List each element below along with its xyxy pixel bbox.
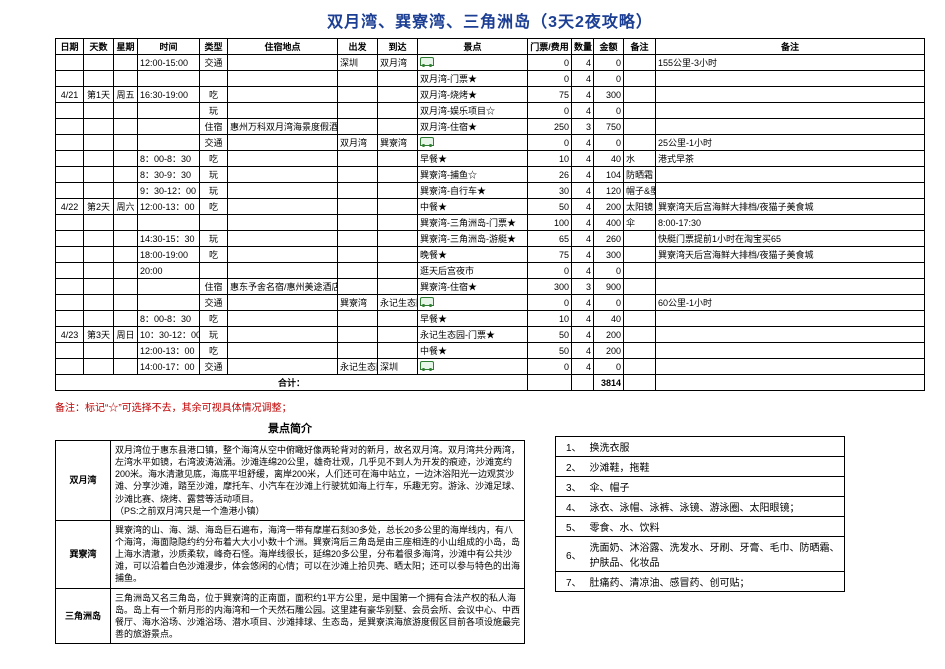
table-row: 住宿惠东予舍名宿/惠州美途酒店巽寮湾-住宿★3003900 <box>56 279 925 295</box>
table-row: 8：30-9：30玩巽寮湾-捕鱼☆264104防晒霜 <box>56 167 925 183</box>
intro-desc: 巽寮湾的山、海、湖、海岛巨石遍布，海湾一带有摩崖石刻30多处，总长20多公里的海… <box>111 520 525 588</box>
col-header: 时间 <box>138 39 200 55</box>
total-amount: 3814 <box>594 375 624 391</box>
table-row: 20:00逛天后宫夜市040 <box>56 263 925 279</box>
col-header: 星期 <box>114 39 138 55</box>
bus-icon <box>420 137 434 146</box>
table-row: 双月湾-门票★040 <box>56 71 925 87</box>
col-header: 出发 <box>338 39 378 55</box>
col-header: 备注 <box>656 39 925 55</box>
col-header: 金额 <box>594 39 624 55</box>
table-row: 8：00-8：30吃早餐★10440水港式早茶 <box>56 151 925 167</box>
col-header: 天数 <box>84 39 114 55</box>
table-row: 住宿惠州万科双月湾海景度假酒店双月湾-住宿★2503750 <box>56 119 925 135</box>
list-item: 6、洗面奶、沐浴露、洗发水、牙刷、牙膏、毛巾、防晒霜、护肤品、化妆品 <box>556 537 845 572</box>
page-title: 双月湾、巽寮湾、三角洲岛（3天2夜攻略） <box>55 8 925 32</box>
itinerary-table: 日期天数星期时间类型住宿地点出发到达景点门票/费用数量金额备注备注 12:00-… <box>55 38 925 391</box>
col-header: 备注 <box>624 39 656 55</box>
table-row: 交通巽寮湾永记生态园04060公里-1小时 <box>56 295 925 311</box>
col-header: 到达 <box>378 39 418 55</box>
intro-title: 景点简介 <box>55 420 525 436</box>
table-row: 交通双月湾巽寮湾04025公里-1小时 <box>56 135 925 151</box>
table-row: 巽寮湾-三角洲岛-门票★1004400伞8:00-17:30 <box>56 215 925 231</box>
table-row: 4/21第1天周五16:30-19:00吃双月湾-烧烤★754300 <box>56 87 925 103</box>
checklist-table: 1、换洗衣服2、沙滩鞋，拖鞋3、伞、帽子4、泳衣、泳帽、泳裤、泳镜、游泳圈、太阳… <box>555 436 845 592</box>
table-row: 8：00-8：30吃早餐★10440 <box>56 311 925 327</box>
table-row: 玩双月湾-娱乐项目☆040 <box>56 103 925 119</box>
table-row: 9：30-12：00玩巽寮湾-自行车★304120帽子&墨镜 <box>56 183 925 199</box>
bus-icon <box>420 361 434 370</box>
list-item: 2、沙滩鞋，拖鞋 <box>556 457 845 477</box>
list-item: 4、泳衣、泳帽、泳裤、泳镜、游泳圈、太阳眼镜； <box>556 497 845 517</box>
list-item: 7、肚痛药、清凉油、感冒药、创可贴； <box>556 572 845 592</box>
intro-name: 巽寮湾 <box>56 520 111 588</box>
col-header: 门票/费用 <box>528 39 572 55</box>
bus-icon <box>420 57 434 66</box>
legend-note: 备注：标记“☆”可选择不去，其余可视具体情况调整； <box>55 399 925 414</box>
table-row: 4/22第2天周六12:00-13：00吃中餐★504200太阳镜巽寮湾天后宫海… <box>56 199 925 215</box>
intro-name: 三角洲岛 <box>56 588 111 644</box>
table-row: 12:00-15:00交通深圳双月湾040155公里-3小时 <box>56 55 925 71</box>
col-header: 类型 <box>200 39 228 55</box>
intro-desc: 三角洲岛又名三角岛，位于巽寮湾的正南面，面积约1平方公里，是中国第一个拥有合法产… <box>111 588 525 644</box>
table-row: 14:00-17：00交通永记生态园深圳040 <box>56 359 925 375</box>
table-row: 12:00-13：00吃中餐★504200 <box>56 343 925 359</box>
intro-desc: 双月湾位于惠东县港口镇，整个海湾从空中俯瞰好像两轮背对的新月，故名双月湾。双月湾… <box>111 441 525 521</box>
col-header: 数量 <box>572 39 594 55</box>
intro-table: 双月湾双月湾位于惠东县港口镇，整个海湾从空中俯瞰好像两轮背对的新月，故名双月湾。… <box>55 440 525 644</box>
table-row: 14:30-15：30玩巽寮湾-三角洲岛-游艇★654260快艇门票提前1小时在… <box>56 231 925 247</box>
list-item: 3、伞、帽子 <box>556 477 845 497</box>
table-row: 4/23第3天周日10：30-12：00玩永记生态园-门票★504200 <box>56 327 925 343</box>
intro-name: 双月湾 <box>56 441 111 521</box>
bus-icon <box>420 297 434 306</box>
total-label: 合计： <box>56 375 528 391</box>
col-header: 日期 <box>56 39 84 55</box>
col-header: 住宿地点 <box>228 39 338 55</box>
intro-section: 景点简介 双月湾双月湾位于惠东县港口镇，整个海湾从空中俯瞰好像两轮背对的新月，故… <box>55 418 525 644</box>
list-item: 1、换洗衣服 <box>556 437 845 457</box>
col-header: 景点 <box>418 39 528 55</box>
table-row: 18:00-19:00吃晚餐★754300巽寮湾天后宫海鲜大排档/夜猫子美食城 <box>56 247 925 263</box>
list-item: 5、零食、水、饮料 <box>556 517 845 537</box>
